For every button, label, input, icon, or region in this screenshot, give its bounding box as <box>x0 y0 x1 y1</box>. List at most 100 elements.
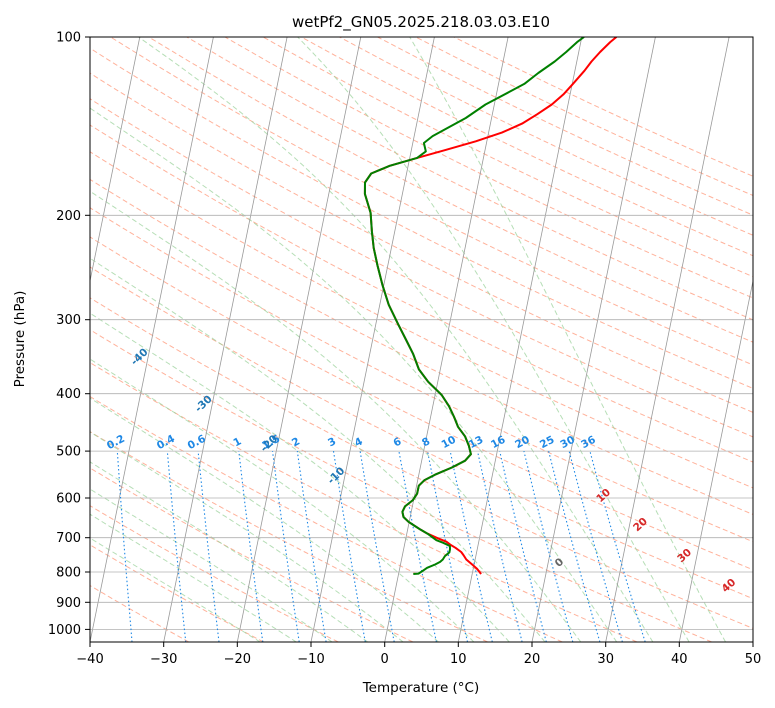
isotherm-line <box>0 37 66 642</box>
moist-adiabat-line <box>90 488 333 642</box>
isotherm-line <box>310 37 435 642</box>
isotherm-line <box>605 37 730 642</box>
y-axis-label: Pressure (hPa) <box>12 291 28 388</box>
y-axis-ticks: 100 200 300 400 500 600 700 800 900 1000 <box>48 31 90 638</box>
mixing-ratio-line <box>116 451 133 642</box>
dry-adiabat-line <box>90 395 563 642</box>
x-tick-label: 0 <box>381 652 389 667</box>
x-tick-label: 30 <box>597 652 614 667</box>
dry-adiabat-line <box>90 178 753 515</box>
dry-adiabat-line <box>90 236 753 571</box>
mixing-ratio-line <box>568 450 623 642</box>
isotherms <box>0 37 753 642</box>
mixing-ratio-label: 20 <box>513 434 532 451</box>
mixing-ratio-label: 36 <box>579 434 598 451</box>
moist-adiabat-line <box>90 358 475 642</box>
mixing-ratio-line <box>589 450 646 642</box>
y-tick-label: 500 <box>56 445 81 460</box>
plot-frame <box>89 36 754 643</box>
moist-adiabats <box>90 37 727 642</box>
moist-adiabat-line <box>90 190 582 642</box>
dewpoint-line <box>363 37 585 575</box>
moist-adiabat-line <box>90 513 297 642</box>
dry-adiabat-line <box>90 47 753 389</box>
plot-area: 0.10.20.40.611.52346810131620253036-100-… <box>0 37 753 642</box>
moist-adiabat-line <box>90 397 439 642</box>
dry-adiabat-line <box>90 431 488 642</box>
mixing-ratio-label: 4 <box>353 435 365 449</box>
isotherm-line <box>90 37 141 283</box>
dry-adiabat-line <box>90 585 190 642</box>
y-tick-label: 900 <box>56 596 81 611</box>
mixing-ratio-line <box>197 451 220 642</box>
moist-adiabat-line <box>90 431 404 642</box>
mixing-ratio-label: 0.2 <box>105 433 127 452</box>
isotherm-line <box>752 639 753 642</box>
dry-adiabat-line <box>377 37 753 216</box>
dry-adiabat-line <box>453 37 753 177</box>
moist-adiabat-line <box>409 37 727 642</box>
mixing-ratio-label: 0.6 <box>186 433 208 452</box>
moist-adiabat-line <box>138 37 654 642</box>
dry-adiabat-line <box>90 505 339 642</box>
y-tick-label: 1000 <box>48 623 81 638</box>
isotherm-line <box>457 37 583 642</box>
mixing-ratio-line <box>238 451 264 642</box>
moist-adiabat-label: 40 <box>719 576 738 595</box>
x-tick-label: −30 <box>150 652 177 667</box>
moist-adiabat-line <box>90 257 546 642</box>
x-axis-label: Temperature (°C) <box>362 680 480 696</box>
mixing-ratio-line <box>426 450 469 642</box>
dry-adiabat-line <box>415 37 753 197</box>
mixing-ratio-line <box>398 450 437 642</box>
dry-adiabat-line <box>186 37 753 321</box>
mixing-ratio-label: 2 <box>290 435 302 449</box>
mixing-ratio-line <box>476 450 523 642</box>
x-tick-label: 50 <box>745 652 762 667</box>
y-tick-label: 600 <box>56 492 81 507</box>
mixing-ratio-line <box>449 450 493 642</box>
dry-adiabats <box>90 37 753 642</box>
x-tick-label: −20 <box>224 652 251 667</box>
pressure-gridlines <box>90 37 753 630</box>
isotherm-label: -10 <box>325 465 347 487</box>
moist-adiabat-label: 20 <box>631 515 650 534</box>
isotherm-line <box>678 278 753 642</box>
mixing-ratio-label: 1 <box>231 435 243 449</box>
profile-series <box>363 37 618 575</box>
moist-adiabat-label: 30 <box>675 546 694 565</box>
isotherm-line <box>163 37 288 642</box>
x-axis-ticks: −40 −30 −20 −10 0 10 20 30 40 50 <box>76 642 761 667</box>
y-tick-label: 700 <box>56 531 81 546</box>
y-tick-label: 200 <box>56 209 81 224</box>
mixing-ratio-label: 3 <box>326 435 338 449</box>
moist-adiabat-label: 0 <box>553 556 566 570</box>
mixing-ratio-label: 8 <box>420 435 432 449</box>
mixing-ratio-label: 0.4 <box>155 433 177 452</box>
isotherm-line <box>531 37 656 642</box>
dry-adiabat-line <box>90 297 753 629</box>
isotherm-label: -30 <box>193 393 215 415</box>
dry-adiabat-line <box>90 151 753 489</box>
x-tick-label: 20 <box>524 652 541 667</box>
x-tick-label: −10 <box>297 652 324 667</box>
isotherm-line <box>236 37 362 642</box>
chart-title: wetPf2_GN05.2025.218.03.03.E10 <box>292 13 550 32</box>
mixing-ratio-line <box>523 450 574 642</box>
mixing-ratio-line <box>71 451 82 642</box>
x-tick-label: −40 <box>76 652 103 667</box>
dry-adiabat-line <box>90 544 264 642</box>
y-tick-label: 800 <box>56 566 81 581</box>
dry-adiabat-line <box>90 72 753 413</box>
moist-adiabat-line <box>297 37 690 642</box>
dry-adiabat-line <box>90 124 753 463</box>
x-tick-label: 10 <box>450 652 467 667</box>
moist-adiabat-line <box>90 461 368 642</box>
mixing-ratio-line <box>499 450 547 642</box>
y-tick-label: 400 <box>56 387 81 402</box>
dry-adiabat-line <box>90 207 753 543</box>
mixing-ratio-lines <box>71 450 646 642</box>
dry-adiabat-line <box>148 37 753 343</box>
dry-adiabat-line <box>90 329 712 642</box>
dry-adiabat-line <box>90 467 414 642</box>
